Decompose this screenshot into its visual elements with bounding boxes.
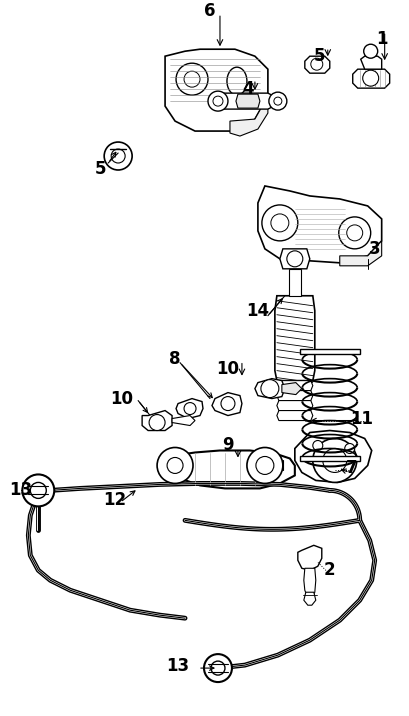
Circle shape — [322, 448, 346, 473]
Circle shape — [211, 661, 225, 675]
Circle shape — [268, 92, 286, 110]
Circle shape — [260, 379, 278, 397]
Circle shape — [184, 402, 196, 415]
Text: 9: 9 — [222, 437, 233, 455]
Polygon shape — [142, 410, 172, 430]
Circle shape — [338, 217, 370, 249]
Text: 5: 5 — [313, 47, 325, 65]
Polygon shape — [352, 69, 389, 88]
Circle shape — [166, 458, 182, 473]
Circle shape — [270, 214, 288, 232]
Circle shape — [246, 448, 282, 483]
Circle shape — [212, 96, 222, 106]
Circle shape — [149, 415, 165, 430]
Polygon shape — [299, 349, 359, 354]
Polygon shape — [297, 546, 321, 570]
Polygon shape — [229, 96, 267, 136]
Circle shape — [111, 149, 125, 163]
Polygon shape — [165, 49, 267, 131]
Text: 13: 13 — [166, 657, 189, 675]
Circle shape — [220, 397, 234, 410]
Circle shape — [207, 91, 227, 111]
Circle shape — [346, 225, 362, 241]
Polygon shape — [235, 94, 259, 108]
Circle shape — [310, 58, 322, 70]
Ellipse shape — [227, 67, 246, 95]
Circle shape — [104, 142, 132, 170]
Circle shape — [286, 251, 302, 267]
Polygon shape — [279, 249, 309, 268]
Polygon shape — [299, 457, 359, 462]
Circle shape — [273, 97, 281, 105]
Circle shape — [362, 70, 378, 86]
Text: 7: 7 — [345, 460, 357, 478]
Polygon shape — [211, 392, 241, 415]
Polygon shape — [165, 450, 294, 488]
Polygon shape — [274, 296, 314, 381]
Polygon shape — [276, 391, 312, 400]
Circle shape — [255, 457, 273, 475]
Text: 11: 11 — [349, 410, 372, 427]
Text: 2: 2 — [323, 561, 335, 579]
Polygon shape — [281, 382, 301, 395]
Text: 5: 5 — [94, 160, 106, 178]
Polygon shape — [303, 569, 315, 598]
Circle shape — [204, 654, 231, 682]
Text: 1: 1 — [375, 30, 387, 48]
Polygon shape — [360, 56, 381, 69]
Circle shape — [363, 44, 377, 58]
Circle shape — [157, 448, 193, 483]
Circle shape — [261, 205, 297, 241]
Polygon shape — [172, 415, 195, 425]
Circle shape — [22, 475, 54, 506]
Circle shape — [344, 443, 354, 453]
Polygon shape — [254, 379, 284, 399]
Circle shape — [184, 71, 200, 87]
Text: 3: 3 — [368, 240, 380, 258]
Polygon shape — [175, 399, 202, 419]
Text: 13: 13 — [9, 481, 32, 500]
Polygon shape — [288, 268, 300, 296]
Polygon shape — [218, 93, 277, 109]
Text: 8: 8 — [169, 349, 180, 367]
Polygon shape — [276, 400, 312, 410]
Circle shape — [312, 438, 356, 483]
Polygon shape — [276, 410, 312, 420]
Circle shape — [312, 440, 322, 450]
Text: 6: 6 — [204, 2, 215, 20]
Circle shape — [30, 483, 46, 498]
Text: 12: 12 — [103, 491, 126, 509]
Polygon shape — [257, 186, 381, 263]
Text: 4: 4 — [242, 80, 253, 98]
Circle shape — [175, 63, 207, 95]
Polygon shape — [276, 381, 312, 391]
Text: 14: 14 — [246, 301, 269, 320]
Polygon shape — [294, 430, 371, 483]
Polygon shape — [303, 592, 315, 605]
Polygon shape — [304, 56, 329, 73]
Text: 10: 10 — [110, 390, 133, 407]
Polygon shape — [339, 241, 381, 266]
Text: 10: 10 — [216, 359, 239, 377]
